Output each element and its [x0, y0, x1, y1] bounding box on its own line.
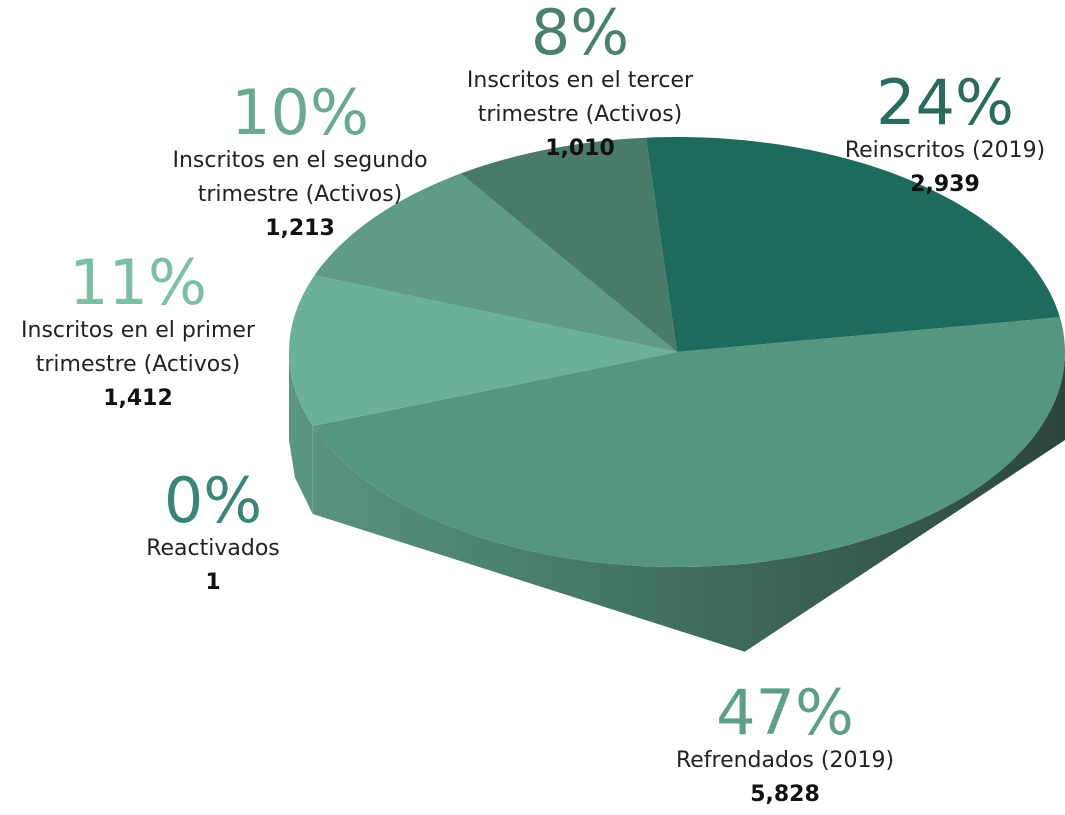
category-label: Reactivados: [146, 536, 280, 561]
slice-label: 11% Inscritos en el primer trimestre (Act…: [0, 252, 278, 416]
slice-label: 24% Reinscritos (2019) 2,939: [815, 72, 1065, 202]
percent-label: 47%: [716, 676, 854, 749]
category-label: Inscritos en el segundo trimestre (Activ…: [172, 148, 428, 207]
count-label: 1,010: [545, 136, 615, 161]
category-label: Inscritos en el primer trimestre (Activo…: [21, 318, 255, 377]
category-label: Inscritos en el tercer trimestre (Activo…: [466, 68, 694, 127]
percent-label: 24%: [876, 66, 1014, 139]
slice: [314, 173, 677, 352]
percent-label: 11%: [69, 246, 207, 319]
slice: [460, 137, 677, 352]
count-label: 1,412: [103, 386, 173, 411]
percent-label: 10%: [231, 76, 369, 149]
slice: [289, 275, 677, 426]
slice: [312, 352, 677, 426]
count-label: 1: [205, 570, 221, 595]
slice-label: 8% Inscritos en el tercer trimestre (Acti…: [445, 2, 715, 166]
slice-label: 0% Reactivados 1: [113, 470, 313, 600]
slice-label: 10% Inscritos en el segundo trimestre (Ac…: [150, 82, 450, 246]
category-label: Refrendados (2019): [675, 748, 895, 773]
category-label: Reinscritos (2019): [844, 138, 1046, 163]
slice: [312, 317, 1065, 567]
slice-label: 47% Refrendados (2019) 5,828: [635, 682, 935, 812]
count-label: 1,213: [265, 216, 335, 241]
count-label: 2,939: [910, 172, 980, 197]
slice-side: [312, 352, 1065, 652]
percent-label: 0%: [163, 464, 263, 537]
slice: [646, 137, 1060, 352]
percent-label: 8%: [530, 0, 630, 69]
slice-side: [289, 352, 313, 514]
count-label: 5,828: [750, 782, 820, 807]
